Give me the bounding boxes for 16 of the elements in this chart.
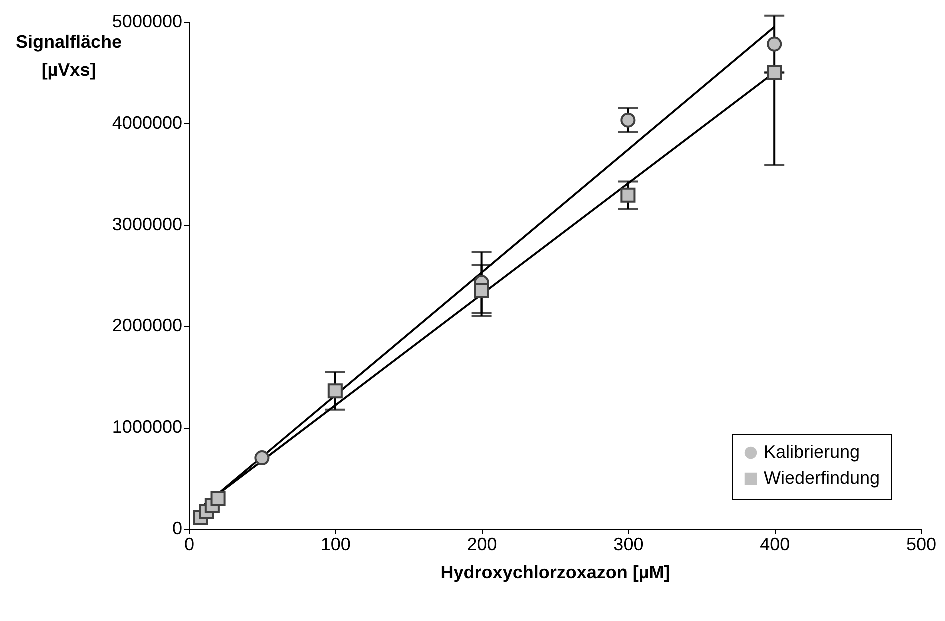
- y-tick-label: 3000000: [112, 214, 182, 234]
- legend-label: Wiederfindung: [764, 468, 880, 488]
- x-tick-label: 500: [906, 534, 937, 554]
- y-tick-label: 2000000: [112, 316, 182, 336]
- y-tick-label: 0: [172, 518, 182, 538]
- x-axis-title: Hydroxychlorzoxazon [µM]: [440, 562, 670, 582]
- x-tick-label: 300: [614, 534, 644, 554]
- x-tick-label: 400: [760, 534, 790, 554]
- x-tick-label: 100: [320, 534, 351, 554]
- y-tick-label: 1000000: [112, 417, 182, 438]
- y-tick-label: 4000000: [112, 112, 182, 133]
- x-tick-label: 0: [184, 534, 195, 554]
- y-axis-title: Signalfläche [µVxs]: [16, 32, 122, 80]
- legend-label: Kalibrierung: [764, 442, 860, 462]
- y-tick-label: 5000000: [112, 12, 182, 32]
- x-tick-label: 200: [467, 534, 498, 554]
